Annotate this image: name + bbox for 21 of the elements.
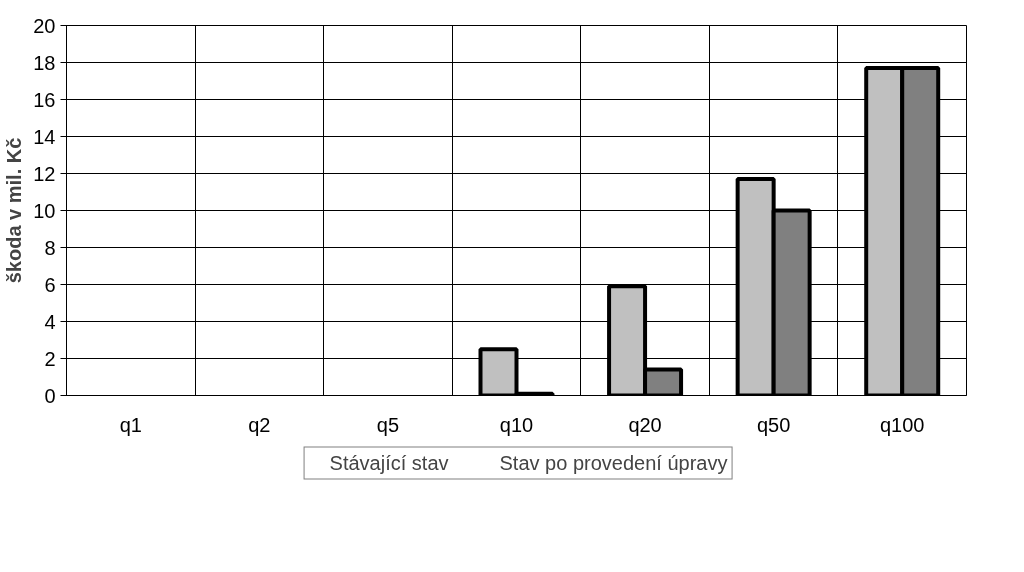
y-tick-label: 12 — [33, 162, 56, 185]
text: Stávající stav — [329, 451, 449, 475]
y-tick-label: 10 — [33, 199, 56, 222]
x-tick-label: q50 — [756, 413, 791, 436]
y-tick-label: 20 — [33, 14, 56, 37]
y-tick-label: 4 — [44, 310, 56, 333]
y-tick-label: 6 — [44, 273, 56, 296]
y-tick-label: 0 — [44, 384, 56, 407]
x-tick-label: q10 — [499, 413, 534, 436]
y-tick-label: 16 — [33, 88, 56, 111]
x-tick-label: q1 — [119, 413, 142, 436]
y-axis-title: škoda v mil. Kč — [3, 137, 26, 284]
text: Stav po provedení úpravy — [499, 451, 728, 475]
y-tick-label: 2 — [44, 347, 56, 370]
x-tick-label: q100 — [879, 413, 925, 436]
y-tick-label: 8 — [44, 236, 56, 259]
y-tick-label: 18 — [33, 51, 56, 74]
y-tick-label: 14 — [33, 125, 56, 148]
x-tick-label: q2 — [248, 413, 271, 436]
x-tick-label: q5 — [376, 413, 400, 436]
x-tick-label: q20 — [628, 413, 662, 436]
